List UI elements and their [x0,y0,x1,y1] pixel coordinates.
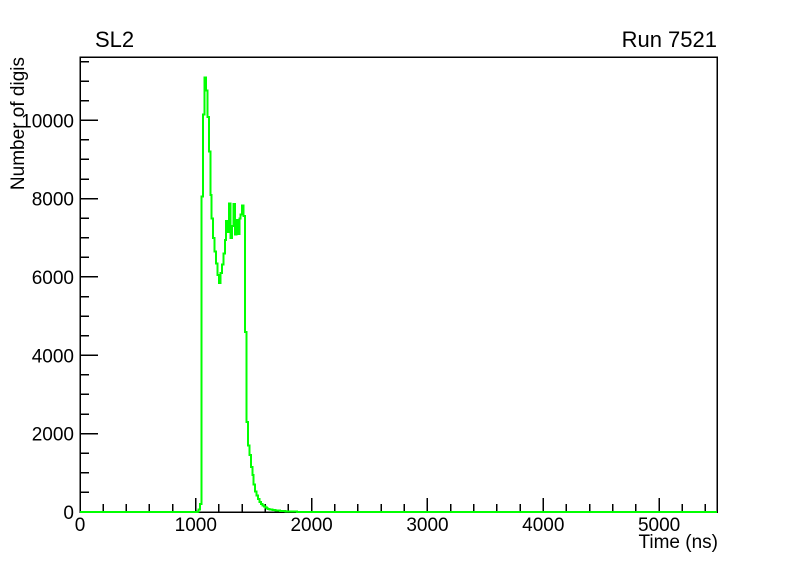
y-tick-label: 0 [63,503,74,524]
x-axis-title: Time (ns) [638,532,718,553]
x-tick-label: 1000 [175,515,217,536]
x-tick-label: 2000 [290,515,332,536]
x-tick-label: 0 [75,515,86,536]
y-tick-label: 8000 [32,190,74,211]
x-tick-label: 5000 [638,515,680,536]
histogram-line [80,76,717,513]
run-label: Run 7521 [622,27,717,52]
y-tick-label: 6000 [32,268,74,289]
axis-tick-labels: 0 1000 2000 3000 4000 5000 0 2000 4000 6000 8000 10… [21,111,680,536]
y-axis-title: Number of digis [8,57,29,190]
y-tick-label: 2000 [32,425,74,446]
x-tick-label: 3000 [406,515,448,536]
axis-ticks [79,60,707,513]
plot-frame [79,56,718,513]
y-tick-label: 10000 [21,111,74,132]
y-tick-label: 4000 [32,346,74,367]
plot-title: SL2 [95,27,134,52]
x-tick-label: 4000 [522,515,564,536]
